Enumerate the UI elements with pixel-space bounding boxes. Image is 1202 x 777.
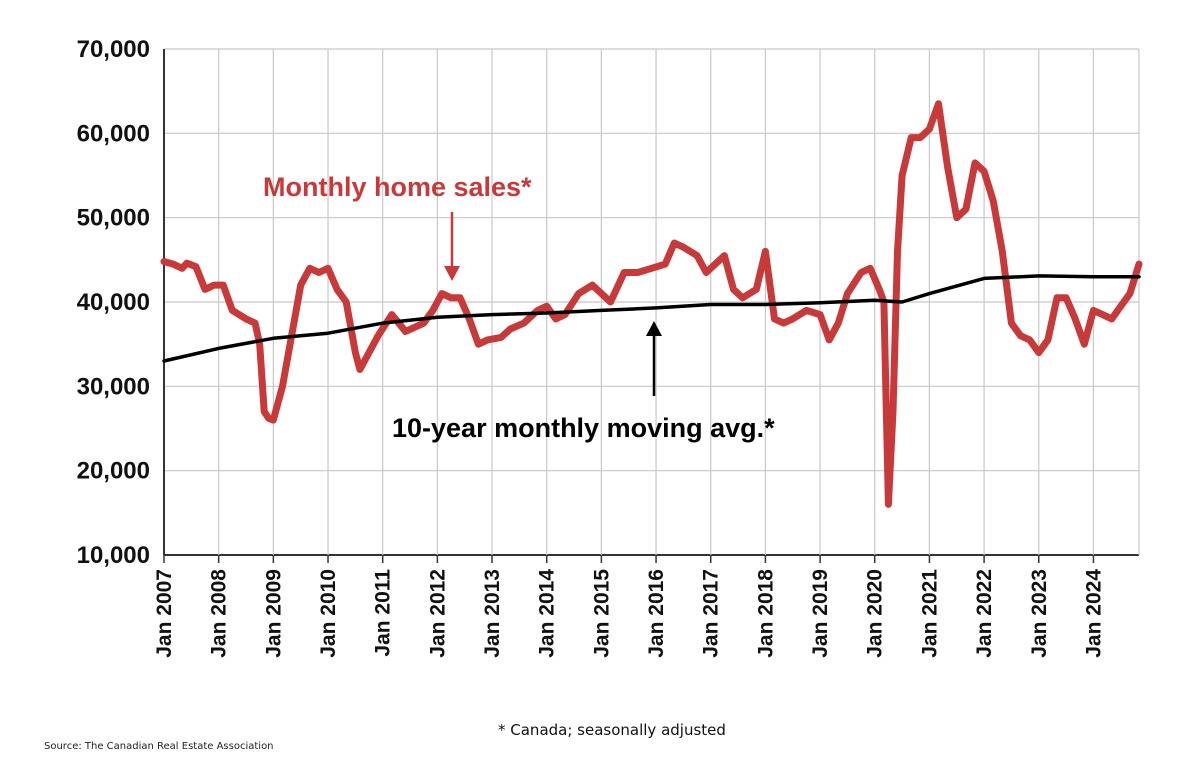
x-tick-label: Jan 2008 xyxy=(208,569,231,658)
average-series-label: 10-year monthly moving avg.* xyxy=(392,413,775,443)
x-tick-label: Jan 2016 xyxy=(645,569,668,658)
average-arrow xyxy=(646,321,662,396)
x-tick-label: Jan 2022 xyxy=(973,569,996,658)
y-tick-label: 50,000 xyxy=(77,205,150,232)
moving-average-line xyxy=(162,274,1141,363)
x-tick-label: Jan 2009 xyxy=(262,569,285,658)
gridlines xyxy=(163,48,1140,563)
y-tick-label: 10,000 xyxy=(77,542,150,569)
x-tick-label: Jan 2007 xyxy=(153,569,176,658)
source-note: Source: The Canadian Real Estate Associa… xyxy=(44,741,274,752)
x-tick-label: Jan 2017 xyxy=(700,569,723,658)
y-tick-label: 60,000 xyxy=(77,120,150,147)
y-tick-label: 30,000 xyxy=(77,373,150,400)
series-lines xyxy=(160,100,1143,508)
x-axis-tick-labels: Jan 2007 Jan 2008 Jan 2009 Jan 2010 Jan 2011… xyxy=(153,569,1105,658)
sales-line xyxy=(160,100,1143,508)
y-tick-label: 40,000 xyxy=(77,289,150,316)
y-axis-tick-labels: 10,000 20,000 30,000 40,000 50,000 60,000 70,0… xyxy=(77,36,150,569)
y-tick-label: 70,000 xyxy=(77,36,150,63)
x-tick-label: Jan 2023 xyxy=(1028,569,1051,658)
sales-series-label: Monthly home sales* xyxy=(263,172,532,202)
x-tick-label: Jan 2020 xyxy=(864,569,887,658)
x-tick-label: Jan 2024 xyxy=(1082,569,1105,658)
x-tick-label: Jan 2012 xyxy=(426,569,449,658)
x-tick-label: Jan 2011 xyxy=(372,569,395,657)
sales-arrow xyxy=(444,212,460,281)
x-tick-label: Jan 2019 xyxy=(809,569,832,658)
x-tick-label: Jan 2015 xyxy=(590,569,613,658)
footnote: * Canada; seasonally adjusted xyxy=(498,721,726,739)
x-tick-label: Jan 2021 xyxy=(918,569,941,658)
x-tick-label: Jan 2010 xyxy=(317,569,340,658)
x-tick-label: Jan 2018 xyxy=(754,569,777,658)
x-tick-label: Jan 2014 xyxy=(536,569,559,658)
y-tick-label: 20,000 xyxy=(77,458,150,485)
x-tick-label: Jan 2013 xyxy=(481,569,504,658)
